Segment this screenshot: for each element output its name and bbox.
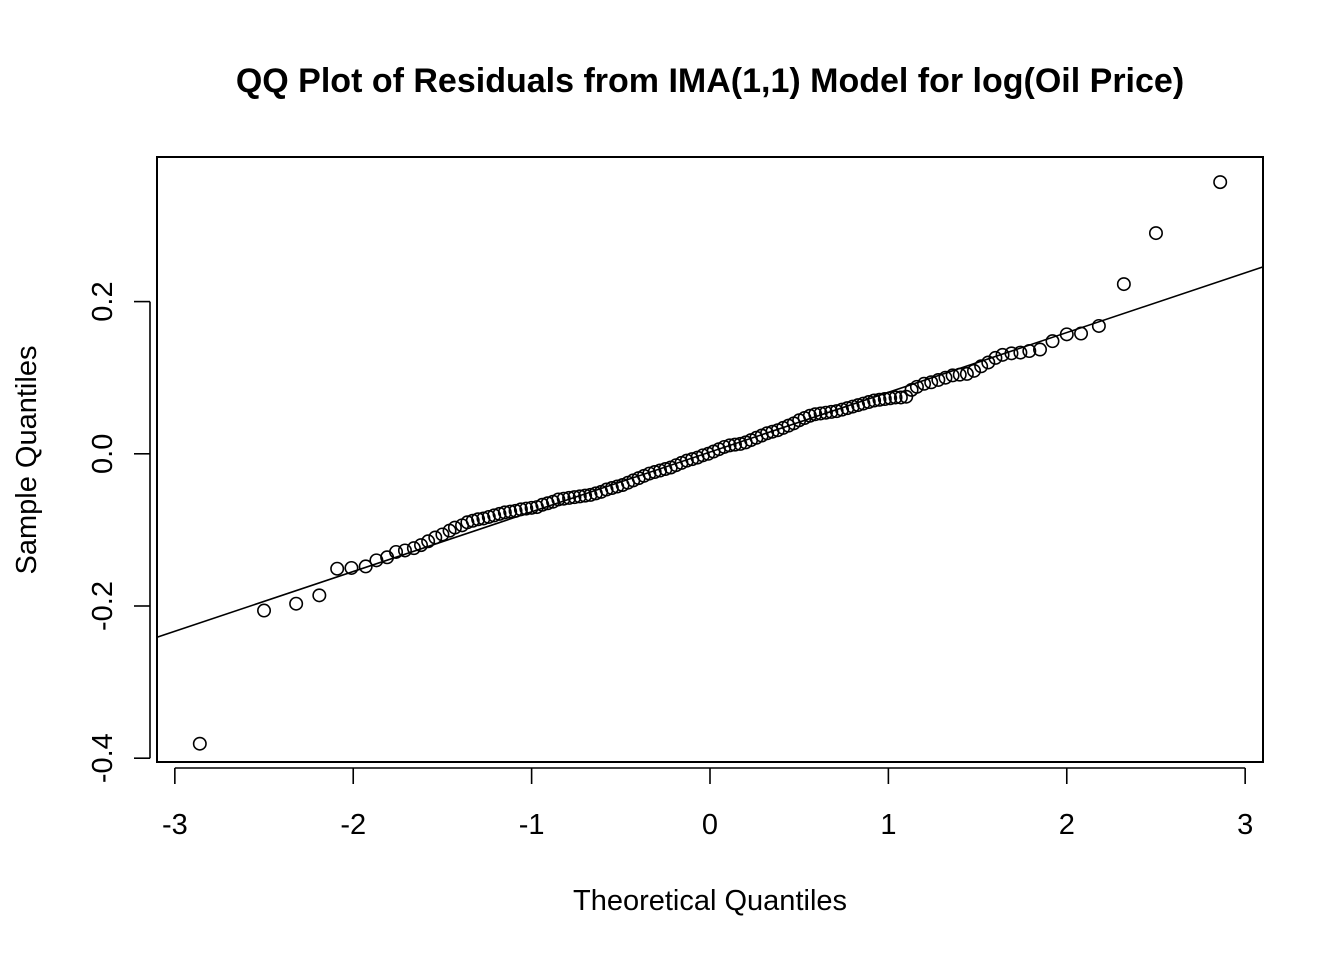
x-tick-label: -2 <box>340 809 366 841</box>
data-point <box>1022 344 1037 359</box>
data-point <box>312 588 327 603</box>
data-point <box>497 505 512 520</box>
data-point <box>1116 277 1131 292</box>
data-point <box>330 561 345 576</box>
data-point <box>974 359 989 374</box>
data-point <box>1213 175 1228 190</box>
x-tick-label: -3 <box>162 809 188 841</box>
plot-frame <box>156 156 1264 763</box>
data-point <box>917 376 932 391</box>
data-point <box>883 391 898 406</box>
data-point <box>397 543 412 558</box>
data-point <box>931 372 946 387</box>
data-point <box>492 506 507 521</box>
data-point <box>988 350 1003 365</box>
data-point <box>1033 342 1048 357</box>
data-point <box>556 491 571 506</box>
reference-line-group <box>156 266 1264 638</box>
data-point <box>813 406 828 421</box>
data-point <box>818 405 833 420</box>
data-point <box>888 390 903 405</box>
chart-title: QQ Plot of Residuals from IMA(1,1) Model… <box>236 62 1184 100</box>
data-point <box>1045 334 1060 349</box>
data-point <box>551 492 566 507</box>
data-point <box>717 439 732 454</box>
data-point <box>945 368 960 383</box>
data-point <box>867 393 882 408</box>
data-point <box>421 534 436 549</box>
data-point <box>877 391 892 406</box>
data-point <box>1004 346 1019 361</box>
data-point <box>465 513 480 528</box>
data-point <box>519 501 534 516</box>
x-axis: -3 -2 -1 0 1 2 3 <box>162 767 1253 841</box>
data-point <box>578 488 593 503</box>
data-point <box>428 530 443 545</box>
data-point <box>1059 327 1074 342</box>
x-tick-label: 3 <box>1237 809 1253 841</box>
x-tick-label: 2 <box>1059 809 1075 841</box>
data-point <box>344 560 359 575</box>
x-tick-label: 0 <box>702 809 718 841</box>
data-point <box>802 408 817 423</box>
data-point <box>567 490 582 505</box>
data-point <box>447 520 462 535</box>
data-point <box>1013 345 1028 360</box>
x-axis-label: Theoretical Quantiles <box>573 885 847 917</box>
data-point <box>1074 326 1089 341</box>
y-tick-label: -0.4 <box>87 733 119 783</box>
data-point <box>995 347 1010 362</box>
data-point <box>959 366 974 381</box>
data-point <box>824 404 839 419</box>
data-point <box>414 538 429 553</box>
data-point <box>909 379 924 394</box>
data-point <box>924 375 939 390</box>
data-points-group <box>192 175 1228 751</box>
data-point <box>562 490 577 505</box>
x-tick-label: -1 <box>519 809 545 841</box>
data-point <box>389 544 404 559</box>
data-point <box>861 395 876 410</box>
y-tick-label: 0.2 <box>87 281 119 321</box>
data-point <box>952 367 967 382</box>
data-point <box>1148 226 1163 241</box>
data-point <box>938 370 953 385</box>
data-point <box>572 489 587 504</box>
data-point <box>872 392 887 407</box>
data-point <box>981 355 996 370</box>
data-point <box>503 504 518 519</box>
y-tick-label: -0.2 <box>87 581 119 631</box>
data-point <box>289 596 304 611</box>
y-axis: -0.4 -0.2 0.0 0.2 <box>87 281 151 783</box>
data-point <box>727 437 742 452</box>
data-point <box>358 559 373 574</box>
x-tick-label: 1 <box>880 809 896 841</box>
data-point <box>722 438 737 453</box>
qq-reference-line <box>156 266 1264 638</box>
data-point <box>192 736 207 751</box>
data-point <box>435 527 450 542</box>
data-point <box>967 363 982 378</box>
y-tick-label: 0.0 <box>87 434 119 474</box>
data-point <box>406 541 421 556</box>
data-point <box>1091 318 1106 333</box>
data-point <box>471 512 486 527</box>
data-point <box>257 603 272 618</box>
data-point <box>893 390 908 405</box>
data-point <box>508 503 523 518</box>
data-point <box>380 550 395 565</box>
data-point <box>808 407 823 422</box>
y-axis-label: Sample Quantiles <box>11 346 43 575</box>
data-point <box>513 502 528 517</box>
